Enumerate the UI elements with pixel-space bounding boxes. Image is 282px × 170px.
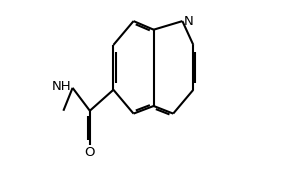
- Text: O: O: [85, 146, 95, 159]
- Text: N: N: [184, 15, 193, 28]
- Text: NH: NH: [52, 80, 71, 93]
